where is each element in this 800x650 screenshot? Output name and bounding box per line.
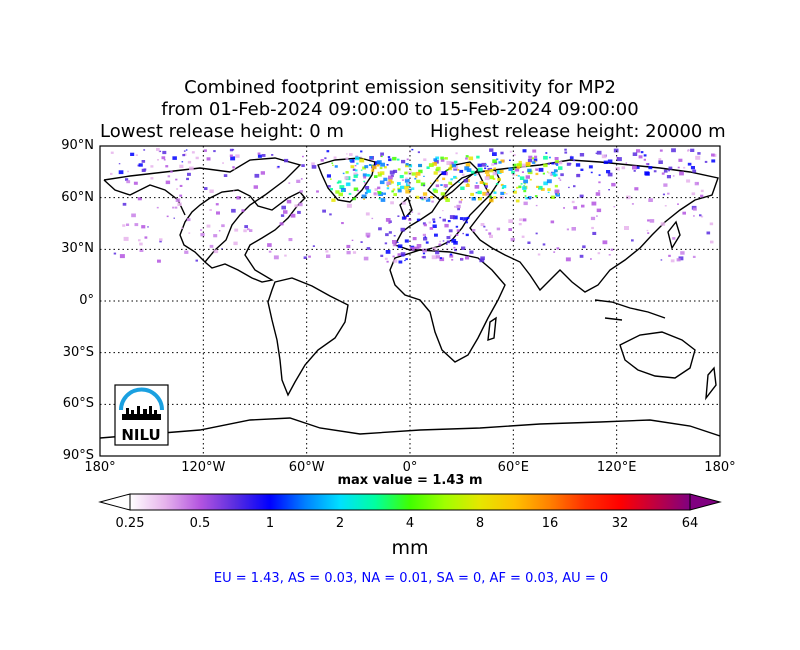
coast-south-america bbox=[267, 277, 349, 397]
title-line-2: from 01-Feb-2024 09:00:00 to 15-Feb-2024… bbox=[161, 99, 639, 120]
lat-label: 0° bbox=[79, 293, 94, 308]
colorbar bbox=[98, 493, 722, 511]
lon-label: 180° bbox=[704, 460, 736, 475]
lon-label: 0° bbox=[402, 460, 418, 475]
coast-antarctica bbox=[100, 417, 720, 439]
logo-text: NILU bbox=[121, 426, 160, 444]
lon-label: 180° bbox=[84, 460, 116, 475]
colorbar-bar bbox=[129, 493, 691, 511]
lowest-release-height: Lowest release height: 0 m bbox=[100, 121, 344, 142]
colorbar-unit: mm bbox=[391, 537, 429, 559]
colorbar-tick-label: 4 bbox=[405, 516, 415, 531]
map-frame bbox=[99, 145, 721, 457]
colorbar-tick-label: 1 bbox=[265, 516, 275, 531]
coast-british-isles bbox=[399, 196, 413, 220]
colorbar-tick-label: 16 bbox=[541, 516, 559, 531]
regional-values: EU = 1.43, AS = 0.03, NA = 0.01, SA = 0,… bbox=[213, 571, 609, 586]
max-value: max value = 1.43 m bbox=[337, 473, 483, 488]
coast-greenland bbox=[317, 157, 376, 203]
colorbar-low-extension bbox=[98, 493, 131, 511]
lat-label: 90°S bbox=[62, 448, 94, 464]
coast-australia bbox=[619, 331, 696, 379]
map-area bbox=[100, 146, 720, 456]
lat-label: 60°N bbox=[61, 189, 94, 205]
lat-label: 90°N bbox=[61, 138, 94, 153]
colorbar-tick-label: 64 bbox=[681, 516, 699, 531]
lon-label: 60°W bbox=[288, 460, 325, 475]
colorbar-tick-label: 2 bbox=[335, 516, 345, 531]
lat-label: 30°S bbox=[62, 344, 94, 360]
coast-indonesia bbox=[594, 299, 666, 321]
coast-africa bbox=[389, 249, 506, 363]
nilu-logo: NILU bbox=[114, 384, 169, 446]
lon-label: 120°W bbox=[181, 460, 226, 475]
highest-release-height: Highest release height: 20000 m bbox=[430, 121, 726, 142]
colorbar-tick-label: 8 bbox=[475, 516, 485, 531]
coast-madagascar bbox=[487, 316, 497, 342]
title-line-1: Combined footprint emission sensitivity … bbox=[184, 77, 616, 98]
coast-japan bbox=[667, 220, 681, 250]
lon-label: 60°E bbox=[497, 460, 529, 475]
lat-label: 30°N bbox=[61, 241, 94, 257]
coast-asia bbox=[469, 159, 719, 293]
sensitivity-field bbox=[110, 148, 717, 264]
coastlines bbox=[100, 157, 720, 439]
colorbar-high-extension bbox=[689, 493, 722, 511]
coast-north-america bbox=[103, 157, 306, 283]
coast-new-zealand bbox=[705, 366, 717, 401]
lon-label: 120°E bbox=[596, 460, 637, 475]
colorbar-tick-label: 32 bbox=[611, 516, 629, 531]
lat-label: 60°S bbox=[62, 396, 94, 412]
coast-europe bbox=[393, 169, 501, 251]
colorbar-tick-label: 0.5 bbox=[189, 516, 211, 531]
colorbar-tick-label: 0.25 bbox=[115, 516, 145, 531]
